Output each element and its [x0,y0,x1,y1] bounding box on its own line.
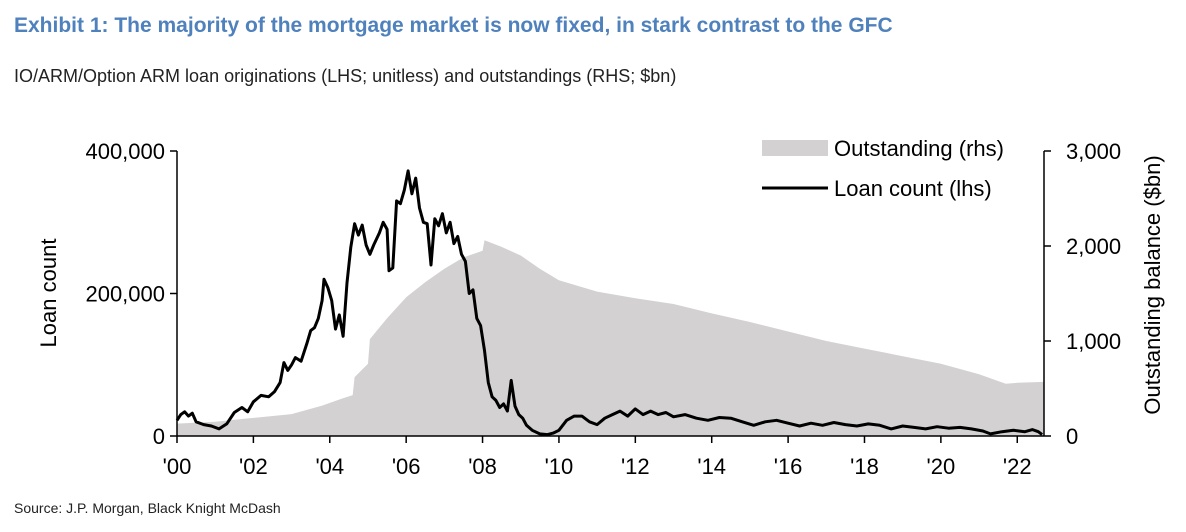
legend-label-outstanding: Outstanding (rhs) [834,136,1004,161]
right-tick-label: 1,000 [1066,329,1121,354]
outstanding-area [177,240,1044,436]
x-tick-label: '14 [697,454,726,479]
x-tick-label: '02 [239,454,268,479]
x-tick-label: '08 [468,454,497,479]
source-note: Source: J.P. Morgan, Black Knight McDash [14,500,281,516]
left-axis-ticks: 0 200,000 400,000 [85,139,177,449]
right-tick-label: 3,000 [1066,139,1121,164]
chart-subtitle: IO/ARM/Option ARM loan originations (LHS… [14,66,677,86]
x-tick-label: '10 [545,454,574,479]
x-tick-label: '22 [1003,454,1032,479]
x-tick-label: '16 [774,454,803,479]
x-tick-label: '06 [392,454,421,479]
x-tick-label: '00 [163,454,192,479]
x-tick-label: '18 [850,454,879,479]
x-tick-label: '04 [315,454,344,479]
y-axis-label-right: Outstanding balance ($bn) [1140,155,1165,414]
x-tick-label: '12 [621,454,650,479]
left-tick-label: 400,000 [85,139,165,164]
x-tick-label: '20 [927,454,956,479]
legend-label-loan-count: Loan count (lhs) [834,176,992,201]
left-tick-label: 200,000 [85,282,165,307]
left-tick-label: 0 [153,424,165,449]
right-tick-label: 2,000 [1066,234,1121,259]
chart-title: Exhibit 1: The majority of the mortgage … [14,14,893,37]
right-tick-label: 0 [1066,424,1078,449]
legend-swatch-outstanding [762,140,828,156]
y-axis-label-left: Loan count [36,239,61,348]
loan-count-line [175,169,1044,437]
x-axis-ticks: '00 '02 '04 '06 '08 '10 '12 '14 '16 '18 '20 '22 [163,436,1032,479]
legend: Outstanding (rhs) Loan count (lhs) [762,136,1004,201]
right-axis-ticks: 0 1,000 2,000 3,000 [1044,139,1121,449]
